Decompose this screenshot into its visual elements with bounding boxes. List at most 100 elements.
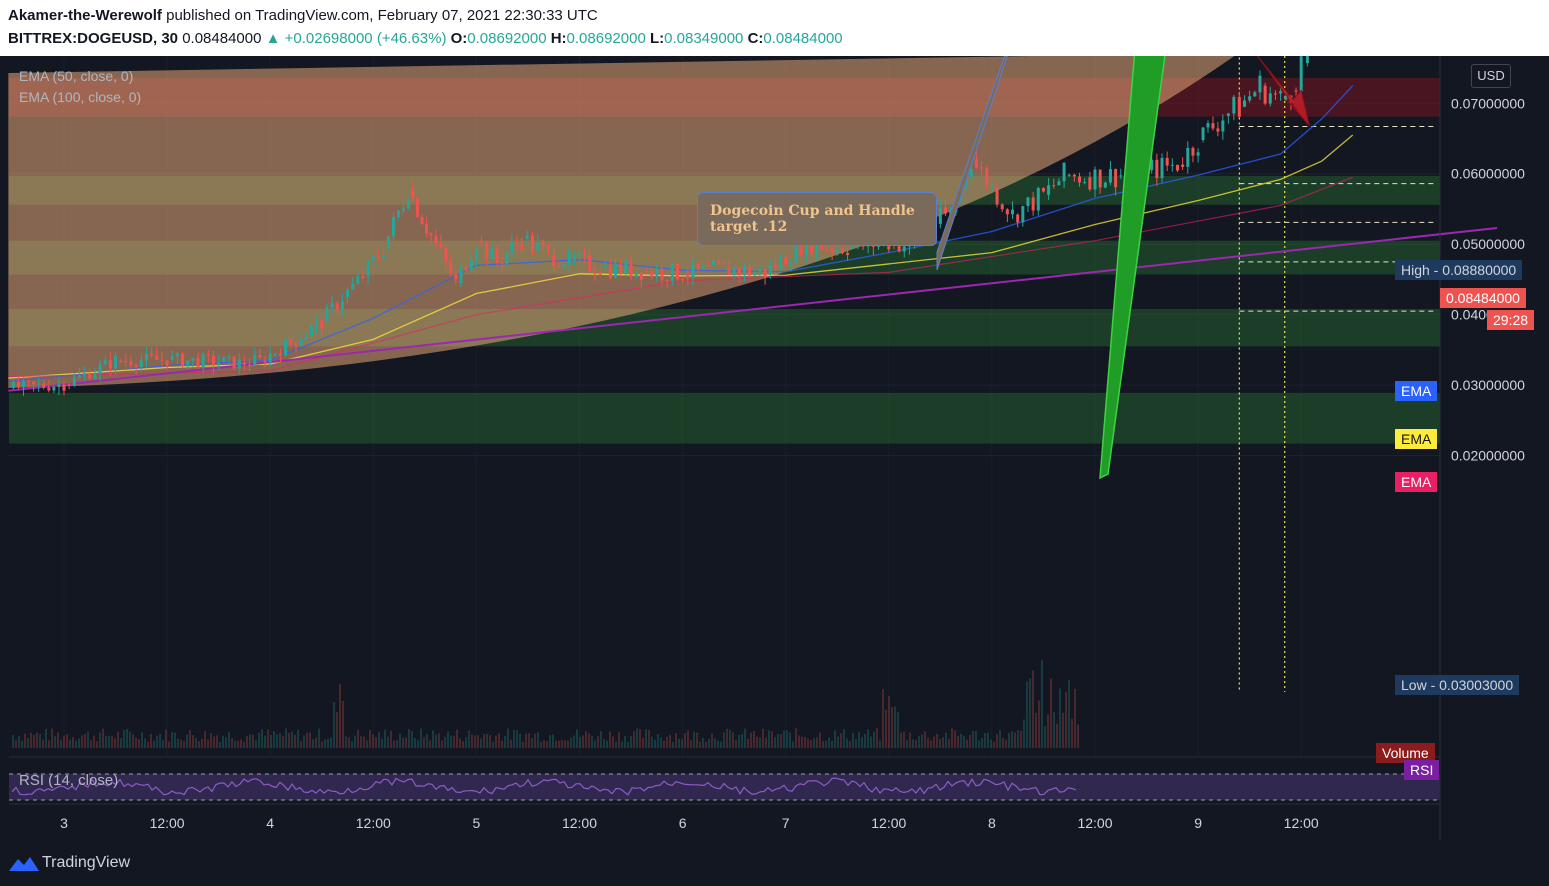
volume-bar (12, 735, 14, 748)
candle-body (340, 301, 344, 310)
volume-bar (834, 730, 836, 748)
volume-bar (744, 728, 746, 748)
volume-bar (36, 732, 38, 748)
volume-bar (708, 738, 710, 748)
volume-bar (567, 740, 569, 748)
author-name[interactable]: Akamer-the-Werewolf (8, 7, 162, 24)
volume-bar (732, 732, 734, 748)
candle-body (758, 269, 762, 273)
candle-body (16, 381, 20, 388)
candle-body (1242, 100, 1246, 107)
candle-body (794, 241, 798, 263)
volume-bar (285, 728, 287, 748)
volume-bar (60, 739, 62, 748)
ema50-legend[interactable]: EMA (50, close, 0) (19, 68, 134, 84)
candle-body (1036, 188, 1040, 211)
volume-bar (489, 735, 491, 748)
candle-body (11, 381, 15, 388)
trendline (8, 227, 1498, 392)
volume-bar (576, 729, 578, 748)
ema100-legend[interactable]: EMA (100, close, 0) (19, 89, 142, 105)
drawings[interactable] (936, 56, 1310, 480)
rsi-legend[interactable]: RSI (14, close) (19, 772, 119, 789)
volume-bar (129, 731, 131, 748)
candle-body (505, 253, 509, 265)
price-chart[interactable]: 0.110000000.100000000.090000000.08000000… (0, 56, 1549, 840)
volume-bar (849, 741, 851, 748)
volume-bar (444, 736, 446, 748)
candle-body (346, 289, 350, 298)
volume-bar (966, 739, 968, 748)
last-price: 0.08484000 (182, 30, 262, 47)
volume-bar (540, 741, 542, 748)
volume-bar (183, 740, 185, 748)
volume-bar (531, 737, 533, 748)
candle-body (124, 360, 128, 362)
candle-body (1078, 176, 1082, 183)
candle-body (175, 353, 179, 357)
volume-bar (102, 728, 104, 748)
candle-body (624, 261, 628, 274)
volume-bar (762, 728, 764, 748)
candle-body (335, 303, 339, 310)
volume-bar (657, 733, 659, 748)
brand-name[interactable]: TradingView (42, 854, 131, 871)
candle-body (1232, 96, 1236, 114)
candle-body (1103, 182, 1107, 188)
candle-body (603, 265, 607, 268)
volume-bar (270, 735, 272, 748)
candle-body (1088, 177, 1092, 190)
candle-body (1196, 152, 1200, 156)
candle-body (27, 380, 31, 382)
volume-bar (891, 707, 893, 748)
volume-bar (624, 735, 626, 748)
volume-bar (486, 733, 488, 748)
volume-bar (882, 688, 884, 748)
candle-body (614, 263, 618, 278)
candle-body (1150, 159, 1154, 171)
volume-bar (816, 737, 818, 748)
symbol-label[interactable]: BITTREX:DOGEUSD, 30 (8, 30, 179, 47)
x-tick-label: 8 (988, 815, 996, 831)
volume-bar (273, 730, 275, 748)
green-arrow[interactable] (1099, 56, 1190, 480)
volume-bar (897, 711, 899, 748)
callout-note[interactable]: Dogecoin Cup and Handle target .12 (697, 192, 937, 246)
volume-bar (771, 731, 773, 748)
candle-body (88, 373, 92, 379)
volume-bar (150, 733, 152, 748)
y-tick-label: 0.06000000 (1451, 166, 1525, 182)
volume-bar (597, 736, 599, 748)
candle-body (1021, 206, 1025, 223)
volume-bar (843, 729, 845, 748)
cup-shape (8, 56, 1235, 388)
tradingview-logo-icon[interactable] (8, 853, 40, 873)
volume-bar (780, 734, 782, 748)
volume-bar (267, 729, 269, 748)
candle-body (294, 342, 298, 346)
currency-button[interactable]: USD (1471, 64, 1511, 88)
volume-bar (1059, 688, 1061, 748)
candle-body (420, 216, 424, 225)
time-axis[interactable]: 3 12:00 4 12:00 5 12:00 6 7 12:00 8 12:00 9 12:00 (9, 803, 1440, 831)
volume-bar (378, 731, 380, 748)
volume-bar (795, 728, 797, 748)
volume-bar (153, 740, 155, 748)
candle-body (1005, 209, 1009, 215)
volume-bar (165, 729, 167, 748)
volume-bar (426, 734, 428, 748)
candle-body (1221, 120, 1225, 132)
candle-body (763, 269, 767, 278)
footer: TradingView (0, 840, 1549, 886)
candle-body (1186, 147, 1190, 167)
volume-bar (201, 738, 203, 748)
candle-body (474, 249, 478, 261)
red-arrow[interactable] (1256, 56, 1310, 127)
volume-bar (669, 734, 671, 748)
volume-bar (48, 740, 50, 748)
candle-body (191, 358, 195, 361)
volume-bar (1023, 719, 1025, 748)
volume-bar (945, 732, 947, 748)
volume-tag: Volume (1376, 743, 1435, 763)
volume-bar (996, 733, 998, 748)
